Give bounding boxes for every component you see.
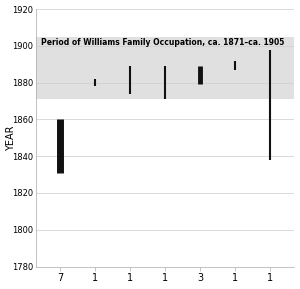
Text: Period of Williams Family Occupation, ca. 1871–ca. 1905: Period of Williams Family Occupation, ca… — [41, 38, 284, 47]
Bar — [36, 37, 294, 99]
Y-axis label: YEAR: YEAR — [6, 125, 16, 151]
